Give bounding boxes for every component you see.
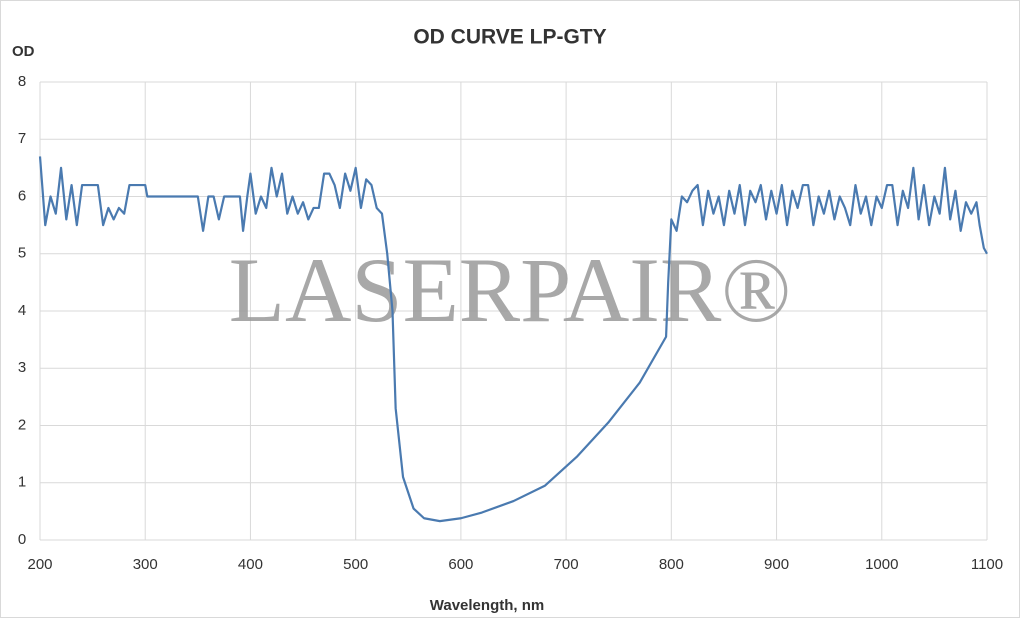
y-tick-label: 8 bbox=[18, 73, 26, 90]
x-tick-label: 300 bbox=[133, 556, 158, 573]
y-tick-label: 1 bbox=[18, 474, 26, 491]
x-tick-label: 700 bbox=[554, 556, 579, 573]
y-tick-label: 5 bbox=[18, 245, 26, 262]
x-tick-label: 800 bbox=[659, 556, 684, 573]
y-axis-label: OD bbox=[12, 43, 35, 60]
y-tick-label: 2 bbox=[18, 416, 26, 433]
y-tick-label: 3 bbox=[18, 359, 26, 376]
y-tick-label: 4 bbox=[18, 302, 26, 319]
watermark: LASERPAIR® bbox=[229, 239, 791, 341]
y-tick-label: 7 bbox=[18, 130, 26, 147]
x-tick-label: 200 bbox=[27, 556, 52, 573]
x-tick-label: 1100 bbox=[971, 556, 1003, 573]
x-tick-label: 900 bbox=[764, 556, 789, 573]
x-tick-label: 500 bbox=[343, 556, 368, 573]
x-tick-label: 600 bbox=[448, 556, 473, 573]
chart-title: OD CURVE LP-GTY bbox=[413, 26, 606, 49]
x-tick-label: 1000 bbox=[865, 556, 898, 573]
y-tick-label: 0 bbox=[18, 531, 26, 548]
x-tick-label: 400 bbox=[238, 556, 263, 573]
x-axis-label: Wavelength, nm bbox=[430, 597, 544, 614]
data-line bbox=[38, 156, 988, 523]
y-tick-label: 6 bbox=[18, 187, 26, 204]
